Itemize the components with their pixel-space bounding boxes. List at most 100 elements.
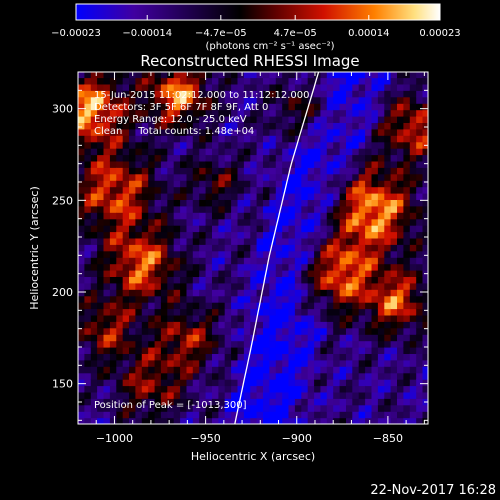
heatmap-cell — [282, 270, 290, 277]
heatmap-cell — [377, 167, 385, 175]
heatmap-cell — [269, 116, 277, 123]
heatmap-cell — [173, 160, 181, 168]
heatmap-cell — [103, 372, 111, 380]
heatmap-cell — [129, 359, 136, 367]
heatmap-cell — [288, 250, 296, 258]
heatmap-cell — [122, 128, 130, 136]
heatmap-cell — [84, 90, 92, 98]
heatmap-cell — [97, 122, 105, 130]
heatmap-cell — [346, 276, 353, 284]
heatmap-cell — [154, 276, 162, 284]
heatmap-cell — [231, 148, 239, 156]
heatmap-cell — [109, 257, 117, 265]
heatmap-cell — [384, 90, 392, 98]
heatmap-cell — [397, 250, 404, 258]
heatmap-cell — [231, 154, 239, 162]
heatmap-cell — [409, 122, 417, 130]
heatmap-cell — [160, 199, 168, 207]
heatmap-cell — [205, 83, 213, 91]
heatmap-cell — [173, 385, 181, 393]
heatmap-cell — [148, 289, 156, 297]
heatmap-cell — [358, 141, 366, 149]
heatmap-cell — [199, 225, 207, 233]
heatmap-cell — [409, 231, 417, 239]
heatmap-cell — [250, 244, 258, 252]
heatmap-cell — [250, 122, 258, 130]
heatmap-cell — [78, 199, 85, 207]
heatmap-cell — [365, 398, 373, 406]
heatmap-cell — [231, 411, 239, 419]
heatmap-cell — [224, 77, 232, 85]
heatmap-cell — [250, 340, 258, 348]
heatmap-cell — [365, 237, 373, 245]
heatmap-cell — [409, 83, 417, 91]
heatmap-cell — [307, 366, 315, 374]
heatmap-cell — [103, 109, 111, 117]
heatmap-cell — [352, 250, 360, 258]
heatmap-cell — [97, 340, 105, 348]
heatmap-cell — [154, 109, 162, 117]
heatmap-cell — [294, 154, 302, 162]
heatmap-cell — [180, 372, 188, 380]
heatmap-cell — [116, 404, 124, 412]
heatmap-cell — [403, 372, 411, 380]
heatmap-cell — [84, 148, 92, 156]
heatmap-cell — [263, 128, 270, 136]
heatmap-cell — [237, 385, 245, 393]
heatmap-cell — [339, 404, 347, 412]
heatmap-cell — [129, 103, 136, 111]
heatmap-cell — [314, 353, 322, 361]
y-tick-label: 200 — [52, 286, 73, 299]
heatmap-cell — [97, 385, 105, 393]
heatmap-cell — [192, 385, 200, 393]
heatmap-cell — [180, 199, 188, 207]
heatmap-cell — [97, 353, 105, 361]
heatmap-cell — [243, 186, 251, 194]
heatmap-cell — [218, 148, 226, 156]
heatmap-cell — [263, 411, 270, 419]
heatmap-cell — [129, 385, 136, 393]
heatmap-cell — [333, 167, 341, 175]
heatmap-cell — [346, 244, 353, 252]
heatmap-cell — [78, 160, 85, 168]
heatmap-cell — [320, 167, 328, 175]
heatmap-cell — [243, 180, 251, 188]
heatmap-cell — [84, 250, 92, 258]
heatmap-cell — [333, 135, 341, 143]
heatmap-cell — [160, 391, 168, 399]
heatmap-cell — [167, 321, 175, 329]
heatmap-cell — [122, 148, 130, 156]
heatmap-cell — [397, 327, 404, 335]
heatmap-cell — [243, 289, 251, 297]
heatmap-cell — [416, 321, 424, 329]
heatmap-cell — [122, 411, 130, 419]
heatmap-cell — [199, 385, 207, 393]
heatmap-cell — [256, 237, 264, 245]
heatmap-cell — [294, 314, 302, 322]
heatmap-cell — [212, 359, 219, 367]
heatmap-cell — [250, 372, 258, 380]
heatmap-cell — [78, 391, 85, 399]
heatmap-cell — [275, 231, 283, 239]
heatmap-cell — [250, 212, 258, 220]
heatmap-cell — [352, 148, 360, 156]
heatmap-cell — [275, 391, 283, 399]
heatmap-cell — [109, 212, 117, 220]
heatmap-cell — [78, 186, 85, 194]
heatmap-cell — [409, 372, 417, 380]
heatmap-cell — [90, 231, 98, 239]
heatmap-cell — [173, 353, 181, 361]
heatmap-cell — [371, 122, 379, 130]
heatmap-cell — [243, 167, 251, 175]
heatmap-cell — [116, 122, 124, 130]
heatmap-cell — [141, 116, 149, 123]
heatmap-cell — [307, 148, 315, 156]
heatmap-cell — [352, 154, 360, 162]
heatmap-cell — [263, 334, 270, 342]
heatmap-cell — [167, 270, 175, 277]
heatmap-cell — [90, 72, 98, 79]
heatmap-cell — [390, 282, 398, 290]
heatmap-cell — [84, 173, 92, 181]
heatmap-cell — [212, 244, 219, 252]
heatmap-cell — [212, 289, 219, 297]
